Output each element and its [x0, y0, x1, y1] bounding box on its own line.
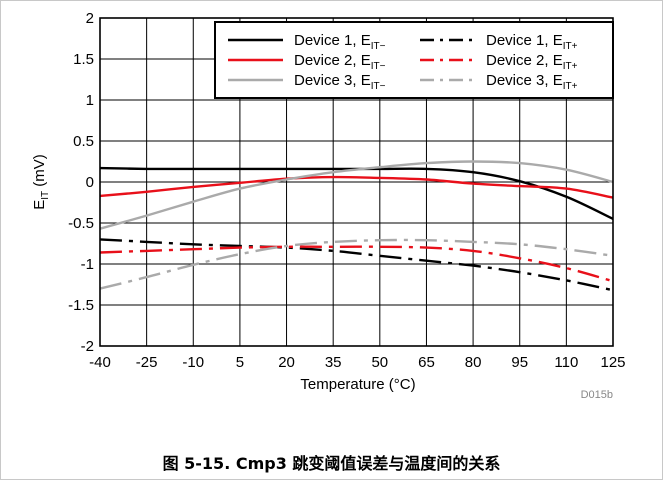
x-tick-label: 20 — [278, 354, 295, 371]
legend-label: Device 2, EIT− — [294, 52, 386, 72]
x-tick-labels: -40 -25 -10 5 20 35 50 65 80 95 110 125 — [89, 354, 625, 371]
y-tick-label: -2 — [81, 338, 94, 355]
x-tick-label: 95 — [511, 354, 528, 371]
y-tick-label: 1.5 — [73, 51, 94, 68]
series-line-5 — [99, 245, 614, 283]
series-line-6 — [99, 238, 614, 290]
plot-area-border — [99, 17, 614, 347]
y-tick-label: 2 — [86, 10, 94, 27]
x-tick-label: 35 — [325, 354, 342, 371]
x-tick-label: 5 — [236, 354, 244, 371]
x-tick-label: -10 — [182, 354, 204, 371]
legend-label: Device 3, EIT− — [294, 72, 386, 92]
line-chart: 2 1.5 1 0.5 0 -0.5 -1 -1.5 -2 -40 -25 -10 5 20 35 50 65… — [31, 10, 626, 401]
y-tick-label: 0.5 — [73, 133, 94, 150]
x-tick-label: 125 — [600, 354, 625, 371]
series-line-3 — [99, 160, 614, 230]
y-tick-labels: 2 1.5 1 0.5 0 -0.5 -1 -1.5 -2 — [68, 10, 94, 355]
y-tick-label: -1 — [81, 256, 94, 273]
x-tick-label: 110 — [554, 354, 578, 371]
legend-label: Device 3, EIT+ — [486, 72, 578, 92]
chart-id-label: D015b — [581, 389, 613, 401]
x-tick-label: -40 — [89, 354, 111, 371]
x-tick-label: 80 — [465, 354, 482, 371]
series-line-1 — [99, 166, 614, 220]
y-tick-label: 0 — [86, 174, 94, 191]
legend-label: Device 1, EIT+ — [486, 32, 578, 52]
legend-label: Device 1, EIT− — [294, 32, 386, 52]
x-tick-label: -25 — [136, 354, 158, 371]
legend-label: Device 2, EIT+ — [486, 52, 578, 72]
y-tick-label: 1 — [86, 92, 94, 109]
x-tick-label: 50 — [371, 354, 388, 371]
series-line-2 — [99, 175, 614, 199]
series-line-4 — [99, 238, 614, 292]
legend: Device 1, EIT−Device 2, EIT−Device 3, EI… — [214, 21, 614, 99]
x-tick-label: 65 — [418, 354, 435, 371]
series-lines — [99, 160, 614, 292]
y-tick-label: -0.5 — [68, 215, 94, 232]
figure-caption: 图 5-15. Cmp3 跳变阈值误差与温度间的关系 — [162, 454, 501, 473]
y-axis-label: EIT (mV) — [31, 154, 51, 210]
x-axis-label: Temperature (°C) — [300, 376, 415, 393]
y-tick-label: -1.5 — [68, 297, 94, 314]
